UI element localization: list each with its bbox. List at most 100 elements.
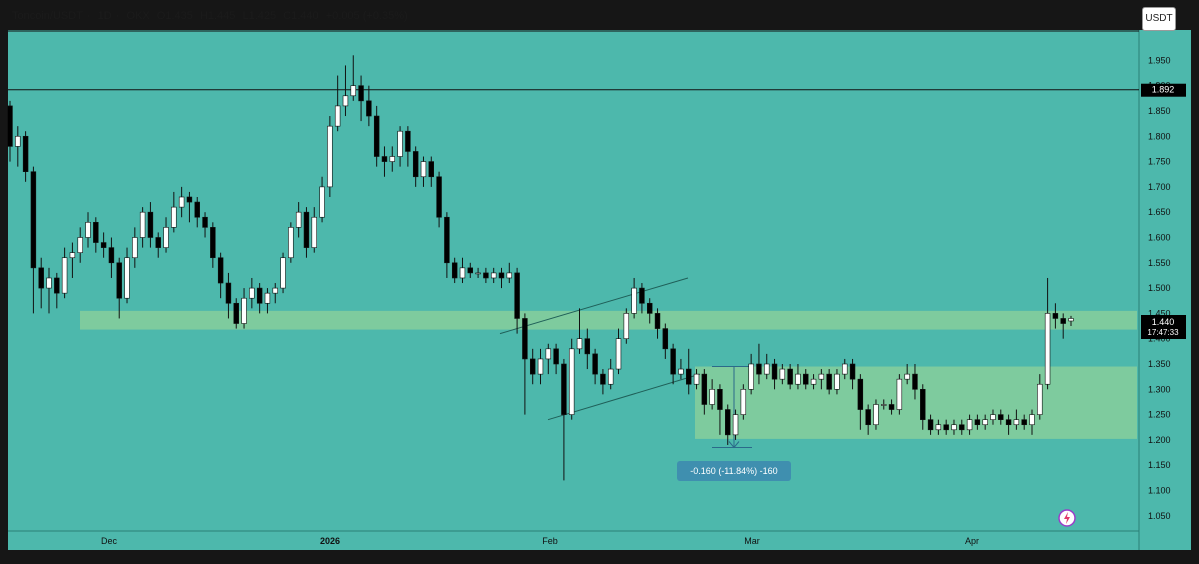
candle	[693, 369, 700, 390]
candle	[514, 267, 520, 334]
candle-body	[607, 368, 614, 385]
candle	[397, 126, 403, 167]
candle-body	[842, 363, 848, 375]
candle-body	[670, 348, 676, 375]
candle	[678, 358, 684, 380]
candle-body	[389, 156, 395, 162]
candle-body	[288, 227, 294, 259]
candle	[943, 419, 949, 435]
candle	[124, 247, 130, 304]
candle-body	[303, 211, 310, 248]
time-tick-label: Mar	[744, 536, 760, 546]
candle	[366, 85, 372, 127]
candle-body	[30, 171, 37, 269]
candle	[85, 212, 91, 248]
candle	[935, 419, 942, 435]
candle	[249, 277, 255, 309]
candle	[280, 252, 286, 294]
candle-body	[132, 237, 138, 259]
support-zone-1	[80, 310, 1137, 330]
candle	[615, 328, 622, 375]
candle-body	[1037, 383, 1043, 415]
candle-body	[1060, 318, 1066, 324]
candle	[904, 364, 910, 385]
candle	[662, 323, 669, 359]
open-value: O1.435	[156, 10, 193, 22]
candle-body	[693, 373, 700, 385]
measure-label-text: -0.160 (-11.84%) -160	[690, 466, 777, 476]
candles-layer	[7, 55, 1074, 481]
candle-body	[444, 216, 450, 264]
candle-body	[576, 338, 583, 350]
low-value: L1.425	[242, 10, 277, 22]
candle	[740, 384, 747, 420]
currency-button[interactable]: USDT	[1142, 7, 1176, 31]
candle-body	[748, 363, 754, 390]
candle-body	[615, 338, 622, 370]
current-price-text: 1.440	[1152, 317, 1175, 327]
time-axis-background[interactable]	[8, 531, 1139, 550]
price-tick-label: 1.950	[1148, 55, 1171, 65]
candle-body	[896, 378, 903, 410]
candle	[93, 217, 99, 253]
candle	[319, 176, 325, 223]
countdown-text: 17:47:33	[1147, 328, 1179, 337]
candle-body	[982, 419, 988, 426]
candle-body	[397, 130, 403, 157]
candle	[61, 247, 68, 299]
candle-body	[709, 389, 715, 405]
measure-label[interactable]: -0.160 (-11.84%) -160	[677, 461, 791, 481]
candle	[771, 358, 778, 390]
hline-price-label: 1.892	[1141, 83, 1186, 97]
candle-body	[888, 404, 895, 410]
symbol-header[interactable]: Toncoin/USDT · 1D · OKX O1.435 H1.445 L1.4…	[12, 10, 412, 26]
candle-body	[155, 237, 161, 248]
candle-body	[38, 267, 44, 289]
candle-body	[1021, 419, 1027, 426]
price-tick-label: 1.050	[1148, 511, 1171, 521]
candle-body	[779, 368, 786, 380]
candle-body	[795, 373, 801, 385]
candle-body	[22, 135, 29, 172]
candle-body	[756, 363, 762, 375]
candle-body	[483, 272, 489, 279]
candle	[607, 358, 614, 390]
candle-body	[943, 424, 949, 431]
candle	[264, 288, 271, 314]
candle-body	[654, 313, 661, 329]
candle-body	[194, 201, 200, 218]
candle-body	[459, 267, 466, 279]
flash-icon[interactable]	[1058, 509, 1076, 527]
price-axis-background[interactable]	[1139, 30, 1191, 550]
candle	[272, 283, 278, 304]
candle-body	[334, 105, 341, 127]
candle-body	[311, 216, 317, 248]
candle-body	[342, 95, 349, 107]
candle	[647, 298, 653, 324]
candle-body	[124, 257, 130, 299]
candle	[888, 399, 895, 415]
candle	[631, 277, 637, 319]
candle	[810, 374, 817, 390]
candle-body	[647, 302, 653, 314]
candle-body	[420, 161, 427, 178]
candle-body	[225, 282, 232, 304]
candle	[178, 186, 185, 218]
candle	[920, 384, 926, 430]
candle-body	[701, 373, 708, 405]
price-tick-label: 1.650	[1148, 207, 1171, 217]
candle	[311, 207, 317, 253]
interval: 1D	[97, 10, 112, 22]
time-tick-label: Apr	[965, 536, 979, 546]
candle-body	[241, 297, 247, 324]
candle	[444, 212, 450, 278]
candle	[389, 146, 395, 172]
candle-body	[935, 424, 942, 431]
candle-body	[217, 257, 224, 284]
candle	[334, 75, 341, 132]
candle	[22, 131, 29, 182]
candle-body	[61, 257, 68, 294]
candle	[974, 414, 981, 430]
price-tick-label: 1.850	[1148, 106, 1171, 116]
